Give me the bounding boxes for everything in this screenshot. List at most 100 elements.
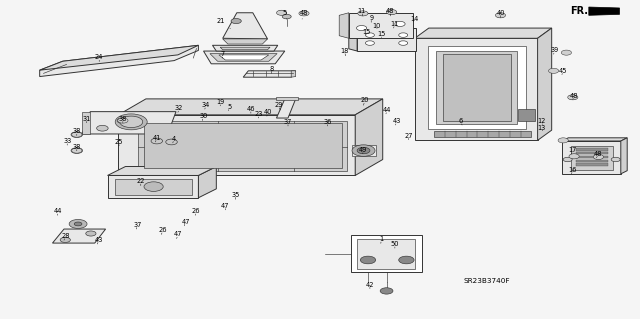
Polygon shape xyxy=(355,99,383,175)
Circle shape xyxy=(71,148,83,153)
Text: 38: 38 xyxy=(72,144,81,151)
Text: 5: 5 xyxy=(227,104,231,111)
Text: 37: 37 xyxy=(284,119,292,126)
Polygon shape xyxy=(82,112,90,134)
Polygon shape xyxy=(118,99,383,115)
Text: 31: 31 xyxy=(83,116,90,123)
Text: 44: 44 xyxy=(53,208,62,215)
Polygon shape xyxy=(138,121,347,171)
Text: 8: 8 xyxy=(269,66,273,73)
Polygon shape xyxy=(108,175,198,198)
Polygon shape xyxy=(428,46,526,129)
Circle shape xyxy=(395,21,405,26)
Text: 26: 26 xyxy=(191,208,200,215)
Circle shape xyxy=(594,155,603,159)
Text: 45: 45 xyxy=(559,68,568,75)
Circle shape xyxy=(387,10,397,15)
Text: 13: 13 xyxy=(538,125,545,131)
Text: 14: 14 xyxy=(410,16,419,21)
Text: 15: 15 xyxy=(362,29,371,35)
Circle shape xyxy=(166,139,177,145)
Text: 10: 10 xyxy=(372,23,381,29)
Circle shape xyxy=(72,132,82,137)
Text: 23: 23 xyxy=(255,111,264,118)
Polygon shape xyxy=(538,28,552,140)
Circle shape xyxy=(86,231,96,236)
Circle shape xyxy=(360,256,376,264)
Text: 16: 16 xyxy=(568,167,577,174)
Text: 43: 43 xyxy=(95,237,104,244)
Bar xyxy=(352,145,376,156)
Polygon shape xyxy=(339,13,349,38)
Text: 30: 30 xyxy=(199,114,208,121)
Text: 21: 21 xyxy=(216,18,230,29)
Text: 50: 50 xyxy=(390,241,399,248)
Polygon shape xyxy=(562,141,621,174)
Circle shape xyxy=(276,10,287,15)
Polygon shape xyxy=(576,152,608,154)
Circle shape xyxy=(563,157,572,162)
Circle shape xyxy=(561,50,572,55)
Text: 7: 7 xyxy=(221,51,225,58)
Text: 34: 34 xyxy=(202,102,211,109)
Polygon shape xyxy=(357,28,416,51)
Polygon shape xyxy=(276,97,298,100)
Circle shape xyxy=(144,182,163,191)
Polygon shape xyxy=(220,47,270,50)
Circle shape xyxy=(365,41,374,45)
Circle shape xyxy=(282,14,291,19)
Polygon shape xyxy=(518,109,535,121)
Polygon shape xyxy=(357,239,415,269)
Text: 47: 47 xyxy=(221,203,230,210)
Circle shape xyxy=(74,222,82,226)
Circle shape xyxy=(399,41,408,45)
Circle shape xyxy=(568,95,578,100)
Text: FR.: FR. xyxy=(570,6,588,16)
Text: 44: 44 xyxy=(383,107,392,114)
Circle shape xyxy=(277,11,286,15)
Text: 25: 25 xyxy=(115,139,124,146)
Circle shape xyxy=(115,114,147,130)
Text: 11: 11 xyxy=(391,21,399,28)
Text: 48: 48 xyxy=(594,151,603,158)
Text: 43: 43 xyxy=(392,118,401,125)
Text: 24: 24 xyxy=(95,55,104,62)
Circle shape xyxy=(117,118,129,123)
Polygon shape xyxy=(108,167,216,175)
Polygon shape xyxy=(223,13,268,39)
Polygon shape xyxy=(82,112,176,134)
Polygon shape xyxy=(576,156,608,158)
Polygon shape xyxy=(212,45,278,51)
Text: 41: 41 xyxy=(152,135,161,142)
Circle shape xyxy=(358,11,368,16)
Text: 5: 5 xyxy=(283,10,287,19)
Text: 18: 18 xyxy=(340,48,349,56)
Polygon shape xyxy=(40,45,198,70)
Text: 26: 26 xyxy=(159,227,168,234)
Text: 39: 39 xyxy=(551,48,559,54)
Circle shape xyxy=(120,116,143,128)
Text: 35: 35 xyxy=(231,192,240,199)
Text: 38: 38 xyxy=(118,116,127,123)
Polygon shape xyxy=(40,45,198,77)
Circle shape xyxy=(97,125,108,131)
Text: 32: 32 xyxy=(175,106,184,112)
Text: 17: 17 xyxy=(568,147,577,154)
Circle shape xyxy=(299,11,309,16)
Text: 36: 36 xyxy=(323,119,332,126)
Circle shape xyxy=(365,33,374,37)
Text: 33: 33 xyxy=(63,138,71,145)
Text: 4: 4 xyxy=(172,136,176,143)
Circle shape xyxy=(399,256,414,264)
Circle shape xyxy=(558,138,568,143)
Polygon shape xyxy=(576,163,608,166)
Text: 48: 48 xyxy=(300,10,308,19)
Circle shape xyxy=(71,132,83,137)
Polygon shape xyxy=(198,167,216,198)
Text: 46: 46 xyxy=(246,106,255,113)
Polygon shape xyxy=(118,115,355,175)
Circle shape xyxy=(548,68,559,73)
Circle shape xyxy=(151,138,163,144)
Circle shape xyxy=(60,237,70,242)
Text: 15: 15 xyxy=(377,31,386,38)
